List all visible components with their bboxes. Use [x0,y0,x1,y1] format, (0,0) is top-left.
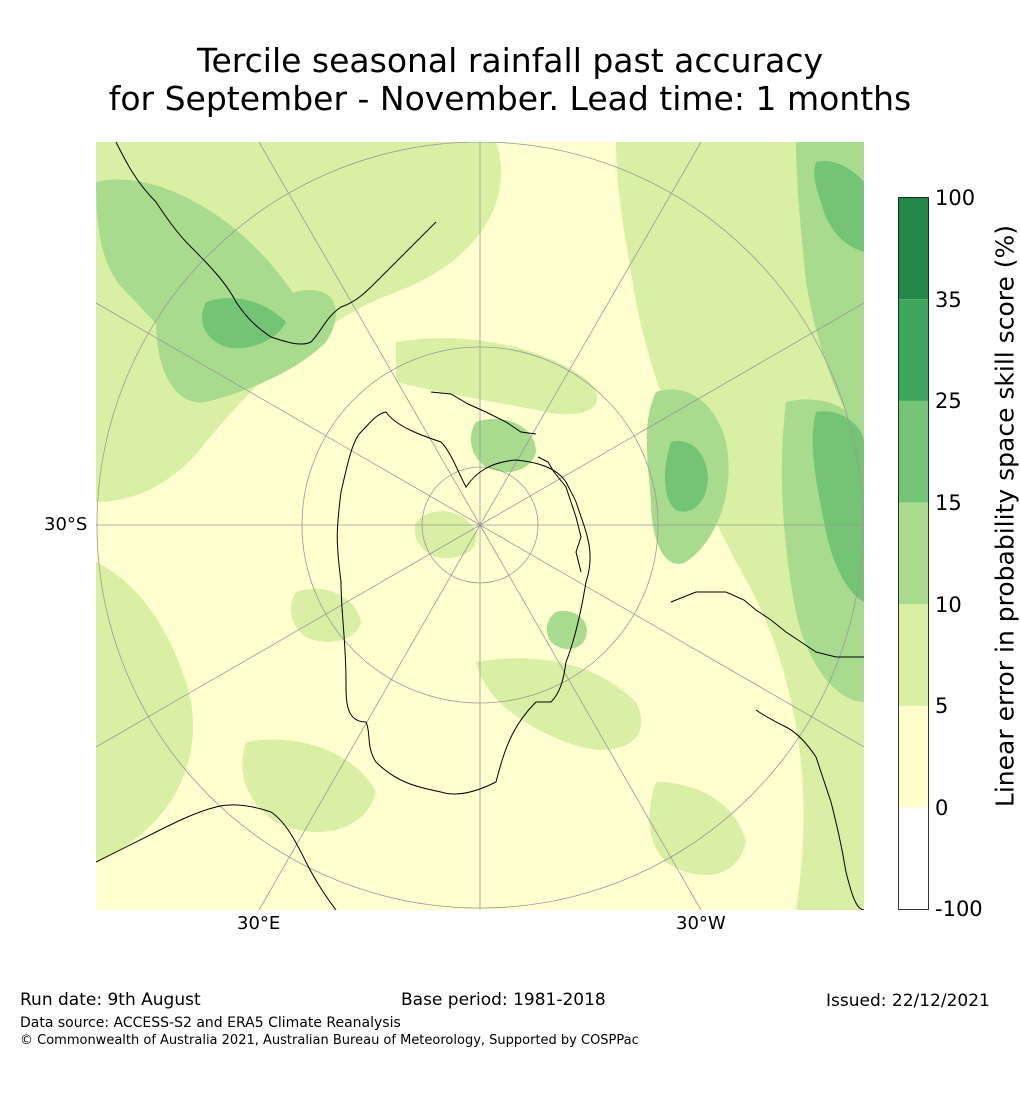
issued-date: Issued: 22/12/2021 [826,991,990,1011]
colorbar-tick: 35 [935,288,962,312]
title-line-1: Tercile seasonal rainfall past accuracy [196,41,824,80]
colorbar-tick: 100 [935,186,976,210]
colorbar-bin [898,807,929,910]
title-line-2: for September - November. Lead time: 1 m… [108,79,912,118]
run-date: Run date: 9th August [20,990,201,1010]
colorbar-tick: 15 [935,491,962,515]
colorbar [898,197,929,910]
grid-label-30w: 30°W [676,913,726,934]
colorbar-tick: 5 [935,694,949,718]
grid-label-30s: 30°S [44,514,88,535]
data-source: Data source: ACCESS-S2 and ERA5 Climate … [20,1015,401,1031]
skill-field [96,142,864,910]
africa-coast [96,804,337,910]
south-america-coast [670,591,864,658]
base-period: Base period: 1981-2018 [401,990,606,1010]
new-zealand-coast [430,391,537,435]
colorbar-bin [898,604,929,707]
antarctica-coast [336,411,591,795]
skill-score-map [96,142,864,910]
colorbar-bin [898,197,929,300]
colorbar-tick: 25 [935,389,962,413]
south-america-coast-2 [755,709,864,910]
colorbar-bin [898,299,929,401]
antarctic-peninsula-coast [537,456,582,573]
colorbar-tick: 0 [935,796,949,820]
copyright: © Commonwealth of Australia 2021, Austra… [20,1033,639,1048]
grid-label-30e: 30°E [237,913,281,934]
colorbar-bin [898,502,929,605]
colorbar-bin [898,706,929,808]
colorbar-bin [898,400,929,503]
colorbar-border [898,197,929,910]
colorbar-tick: 10 [935,593,962,617]
graticule [96,142,864,910]
coastlines [96,142,864,910]
australia-coast [115,142,437,345]
colorbar-label: Linear error in probability space skill … [990,224,1020,808]
colorbar-tick: -100 [935,897,983,921]
